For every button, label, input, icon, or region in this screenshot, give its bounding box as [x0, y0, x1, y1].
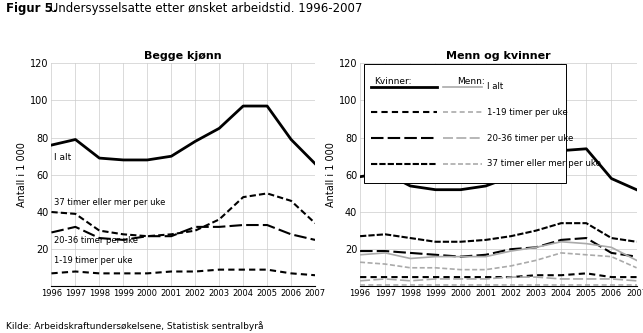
Title: Begge kjønn: Begge kjønn — [145, 51, 222, 61]
Text: 20-36 timer per uke: 20-36 timer per uke — [487, 134, 574, 143]
FancyBboxPatch shape — [364, 64, 566, 182]
Text: Undersysselsatte etter ønsket arbeidstid. 1996-2007: Undersysselsatte etter ønsket arbeidstid… — [46, 2, 363, 15]
Y-axis label: Antall i 1 000: Antall i 1 000 — [326, 143, 336, 207]
Text: I alt: I alt — [487, 82, 503, 91]
Text: 37 timer eller mer per uke: 37 timer eller mer per uke — [54, 198, 165, 207]
Text: I alt: I alt — [54, 153, 71, 162]
Text: Menn:: Menn: — [457, 77, 485, 86]
Text: 20-36 timer per uke: 20-36 timer per uke — [54, 235, 138, 244]
Text: 37 timer eller mer per uke: 37 timer eller mer per uke — [487, 159, 601, 168]
Text: Figur 5.: Figur 5. — [6, 2, 58, 15]
Title: Menn og kvinner: Menn og kvinner — [446, 51, 550, 61]
Text: Kilde: Arbeidskraftundersøkelsene, Statistisk sentralbyrå: Kilde: Arbeidskraftundersøkelsene, Stati… — [6, 321, 264, 331]
Text: Kvinner:: Kvinner: — [374, 77, 412, 86]
Y-axis label: Antall i 1 000: Antall i 1 000 — [17, 143, 28, 207]
Text: 1-19 timer per uke: 1-19 timer per uke — [54, 256, 132, 265]
Text: 1-19 timer per uke: 1-19 timer per uke — [487, 108, 568, 117]
